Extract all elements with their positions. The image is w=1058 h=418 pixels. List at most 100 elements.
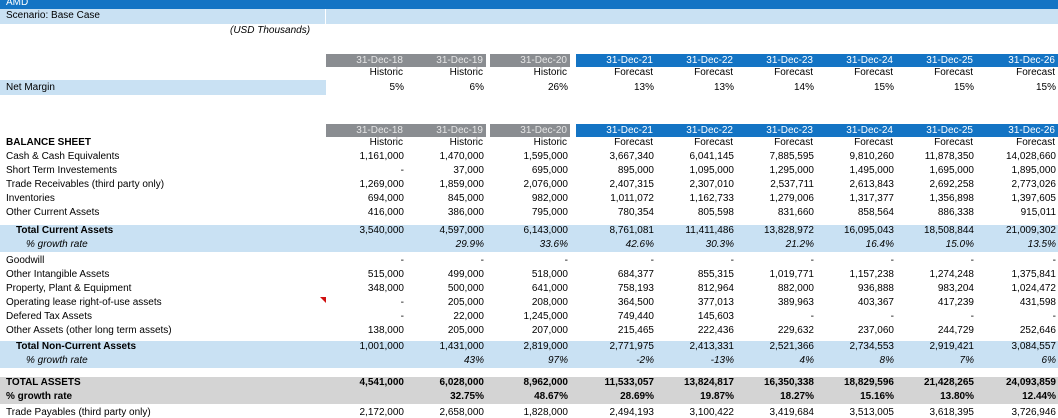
net-margin-value: 13% <box>633 82 654 93</box>
cell-value: 1,019,771 <box>769 269 815 280</box>
cell-value: 6,143,000 <box>523 225 569 236</box>
cell-value: 205,000 <box>447 325 484 336</box>
cell-value: 3,419,684 <box>769 407 815 418</box>
row-label: Other Assets (other long term assets) <box>6 325 172 336</box>
header1-date-5: 31-Dec-23 <box>736 54 816 67</box>
cell-value: 895,000 <box>617 165 654 176</box>
row-label: Inventories <box>6 193 55 204</box>
cell-value: 2,521,366 <box>769 341 815 352</box>
cell-value: - <box>400 297 404 308</box>
cell-value: 936,888 <box>857 283 894 294</box>
cell-value: - <box>810 311 814 322</box>
cell-value: 138,000 <box>367 325 404 336</box>
cell-value: 11,878,350 <box>924 151 974 162</box>
header2-date-4: 31-Dec-22 <box>656 124 736 137</box>
cell-value: 2,076,000 <box>523 179 569 190</box>
header1-date-4: 31-Dec-22 <box>656 54 736 67</box>
cell-value: 1,356,898 <box>929 193 975 204</box>
cell-value: 795,000 <box>531 207 568 218</box>
header1-date-3: 31-Dec-21 <box>576 54 656 67</box>
cell-value: 1,011,072 <box>610 193 654 204</box>
row-label: Other Current Assets <box>6 207 100 218</box>
cell-value: 780,354 <box>617 207 654 218</box>
header2-date-0: 31-Dec-18 <box>326 124 406 137</box>
cell-value: 1,274,248 <box>929 269 975 280</box>
cell-value: 18,508,844 <box>923 225 974 236</box>
row-band <box>0 225 1058 239</box>
row-label: Trade Payables (third party only) <box>6 407 151 418</box>
cell-value: 1,397,605 <box>1011 193 1057 204</box>
cell-value: 16,350,338 <box>763 377 814 388</box>
cell-value: 499,000 <box>447 269 484 280</box>
cell-value: 6% <box>1041 355 1056 366</box>
row-label: Short Term Investements <box>6 165 117 176</box>
cell-value: 1,157,238 <box>849 269 895 280</box>
header2-type-8: Forecast <box>1016 137 1055 148</box>
cell-value: 3,513,005 <box>849 407 895 418</box>
row-label: Total Current Assets <box>16 225 114 236</box>
cell-value: 915,011 <box>1020 207 1056 218</box>
balance-sheet-title: BALANCE SHEET <box>6 137 92 148</box>
cell-value: 983,204 <box>937 283 974 294</box>
cell-value: 377,013 <box>697 297 734 308</box>
cell-value: 684,377 <box>617 269 654 280</box>
row-label: Defered Tax Assets <box>6 311 92 322</box>
cell-value: 2,692,258 <box>929 179 975 190</box>
header1-date-2: 31-Dec-20 <box>490 54 570 67</box>
cell-value: 9,810,260 <box>849 151 895 162</box>
cell-value: - <box>564 255 568 266</box>
cell-value: 1,375,841 <box>1011 269 1057 280</box>
cell-value: -2% <box>636 355 654 366</box>
cell-value: 229,632 <box>777 325 814 336</box>
cell-value: 403,367 <box>857 297 894 308</box>
units-label: (USD Thousands) <box>230 25 311 36</box>
cell-value: 4% <box>799 355 814 366</box>
cell-value: 2,307,010 <box>689 179 735 190</box>
cell-value: 758,193 <box>617 283 654 294</box>
cell-value: 4,541,000 <box>359 377 405 388</box>
cell-value: 417,239 <box>937 297 974 308</box>
cell-value: 855,315 <box>697 269 734 280</box>
cell-value: 13.5% <box>1027 239 1056 250</box>
cell-value: 37,000 <box>453 165 484 176</box>
cell-value: 3,100,422 <box>689 407 735 418</box>
cell-value: - <box>1052 255 1056 266</box>
row-band <box>0 341 1058 355</box>
header2-type-5: Forecast <box>774 137 813 148</box>
header2-type-7: Forecast <box>934 137 973 148</box>
cell-value: 1,269,000 <box>359 179 405 190</box>
row-label: Operating lease right-of-use assets <box>6 297 162 308</box>
header1-type-1: Historic <box>449 67 483 78</box>
header2-type-0: Historic <box>369 137 403 148</box>
cell-value: 2,407,315 <box>609 179 655 190</box>
header2-type-2: Historic <box>533 137 567 148</box>
cell-value: 518,000 <box>531 269 568 280</box>
cell-value: - <box>810 255 814 266</box>
cell-value: 207,000 <box>531 325 568 336</box>
cell-value: 1,470,000 <box>439 151 485 162</box>
cell-value: 2,734,553 <box>849 341 895 352</box>
cell-value: 882,000 <box>777 283 814 294</box>
cell-value: 386,000 <box>447 207 484 218</box>
cell-value: 2,413,331 <box>689 341 735 352</box>
cell-value: 42.6% <box>625 239 654 250</box>
cell-value: 2,773,026 <box>1011 179 1057 190</box>
header1-date-6: 31-Dec-24 <box>816 54 896 67</box>
header1-type-8: Forecast <box>1016 67 1055 78</box>
comment-indicator-icon <box>320 297 326 303</box>
header1-type-5: Forecast <box>774 67 813 78</box>
cell-value: 208,000 <box>531 297 568 308</box>
net-margin-value: 15% <box>873 82 894 93</box>
net-margin-value: 6% <box>469 82 484 93</box>
cell-value: 2,658,000 <box>439 407 485 418</box>
cell-value: 13.80% <box>940 391 974 402</box>
header1-date-0: 31-Dec-18 <box>326 54 406 67</box>
row-label: % growth rate <box>26 355 88 366</box>
cell-value: 812,964 <box>697 283 734 294</box>
net-margin-value: 15% <box>1035 82 1056 93</box>
company-name: AMD <box>6 0 29 8</box>
header2-date-7: 31-Dec-25 <box>896 124 976 137</box>
cell-value: 97% <box>547 355 568 366</box>
cell-value: 11,411,486 <box>685 225 734 236</box>
scenario-row: Scenario: Base Case <box>0 9 1058 24</box>
